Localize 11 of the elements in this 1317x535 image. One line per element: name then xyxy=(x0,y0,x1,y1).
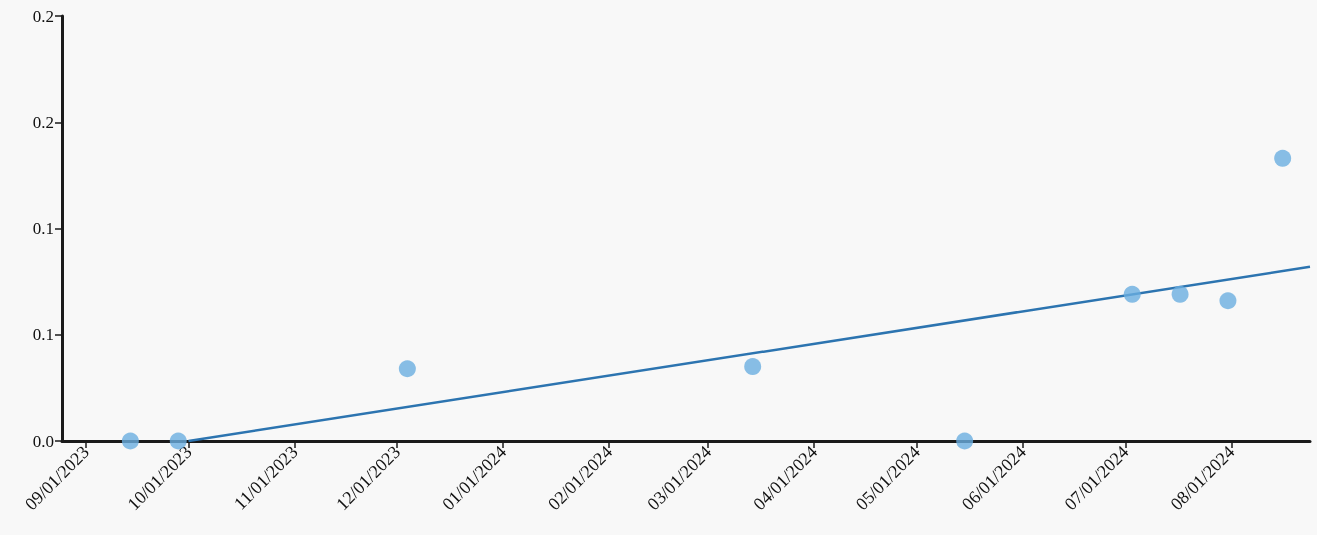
point xyxy=(1219,292,1237,310)
y-tick-label: 0.2 xyxy=(32,112,54,132)
y-tick-label: 0.1 xyxy=(32,219,54,238)
point xyxy=(398,360,416,378)
point xyxy=(1274,149,1292,167)
y-tick-label: 0.2 xyxy=(32,6,54,26)
point xyxy=(744,358,762,376)
point xyxy=(1171,285,1189,303)
y-tick-label: 0.0 xyxy=(32,431,54,451)
y-tick-label: 0.1 xyxy=(32,325,54,345)
point xyxy=(1123,285,1141,303)
